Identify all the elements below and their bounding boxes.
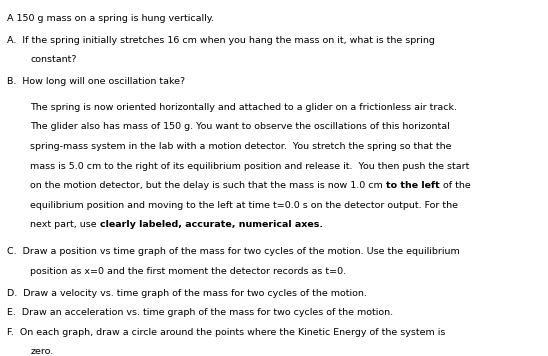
Text: clearly labeled, accurate, numerical axes.: clearly labeled, accurate, numerical axe… [100, 220, 323, 229]
Text: on the motion detector, but the delay is such that the mass is now 1.0 cm: on the motion detector, but the delay is… [30, 181, 386, 190]
Text: mass is 5.0 cm to the right of its equilibrium position and release it.  You the: mass is 5.0 cm to the right of its equil… [30, 162, 470, 171]
Text: A 150 g mass on a spring is hung vertically.: A 150 g mass on a spring is hung vertica… [7, 14, 214, 22]
Text: C.  Draw a position vs time graph of the mass for two cycles of the motion. Use : C. Draw a position vs time graph of the … [7, 247, 459, 256]
Text: A.  If the spring initially stretches 16 cm when you hang the mass on it, what i: A. If the spring initially stretches 16 … [7, 36, 435, 44]
Text: F.  On each graph, draw a circle around the points where the Kinetic Energy of t: F. On each graph, draw a circle around t… [7, 328, 445, 337]
Text: The spring is now oriented horizontally and attached to a glider on a frictionle: The spring is now oriented horizontally … [30, 103, 457, 112]
Text: D.  Draw a velocity vs. time graph of the mass for two cycles of the motion.: D. Draw a velocity vs. time graph of the… [7, 289, 367, 298]
Text: zero.: zero. [30, 347, 53, 356]
Text: equilibrium position and moving to the left at time t=0.0 s on the detector outp: equilibrium position and moving to the l… [30, 201, 458, 210]
Text: next part, use: next part, use [30, 220, 100, 229]
Text: of the: of the [439, 181, 470, 190]
Text: E.  Draw an acceleration vs. time graph of the mass for two cycles of the motion: E. Draw an acceleration vs. time graph o… [7, 308, 393, 317]
Text: B.  How long will one oscillation take?: B. How long will one oscillation take? [7, 77, 185, 86]
Text: to the left: to the left [386, 181, 439, 190]
Text: spring-mass system in the lab with a motion detector.  You stretch the spring so: spring-mass system in the lab with a mot… [30, 142, 452, 151]
Text: The glider also has mass of 150 g. You want to observe the oscillations of this : The glider also has mass of 150 g. You w… [30, 122, 450, 131]
Text: position as x=0 and the first moment the detector records as t=0.: position as x=0 and the first moment the… [30, 267, 346, 276]
Text: constant?: constant? [30, 55, 77, 64]
